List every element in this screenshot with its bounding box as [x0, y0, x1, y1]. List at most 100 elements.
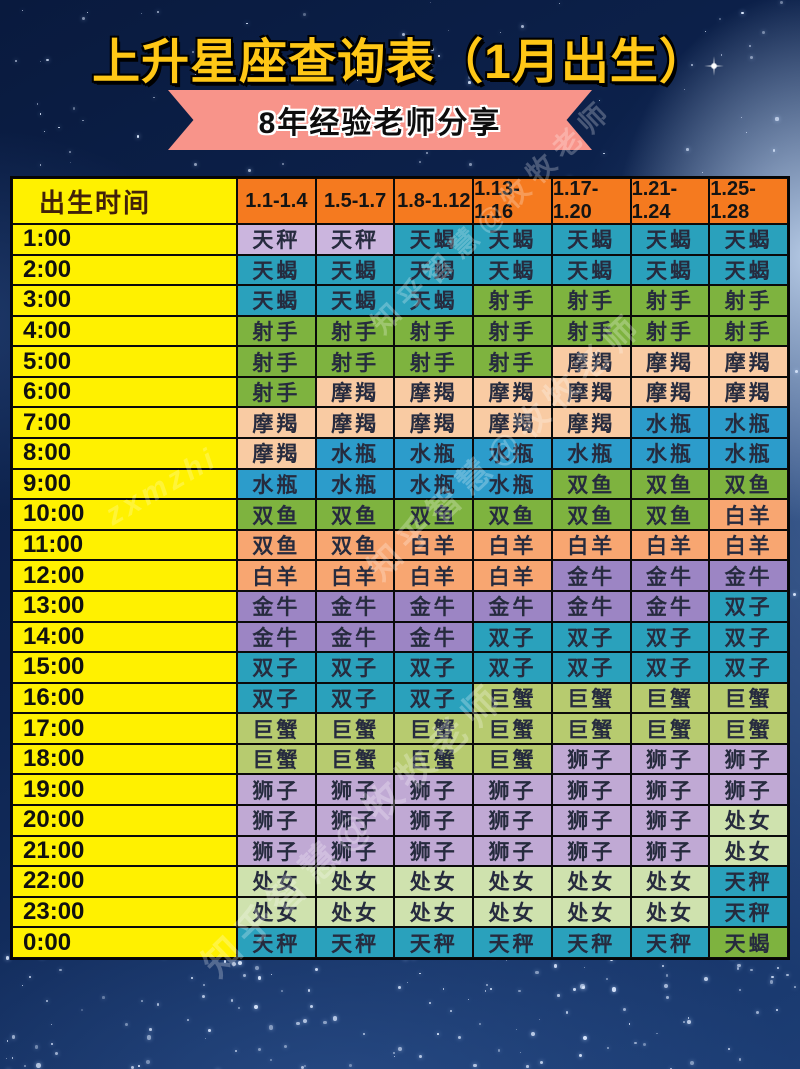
- star: [736, 967, 740, 970]
- star: [663, 983, 668, 989]
- zodiac-cell: 巨蟹: [237, 743, 316, 775]
- zodiac-cell: 双鱼: [237, 499, 316, 530]
- star: [666, 996, 669, 1000]
- zodiac-cell: 天秤: [709, 866, 789, 897]
- star: [486, 983, 489, 986]
- zodiac-cell-label: 双子: [252, 687, 301, 711]
- date-range-header-label: 1.8-1.12: [397, 189, 471, 212]
- date-range-header: 1.25-1.28: [709, 178, 789, 224]
- zodiac-cell: 双鱼: [237, 529, 316, 561]
- star: [21, 10, 23, 12]
- star: [69, 150, 72, 153]
- star: [301, 1065, 305, 1069]
- star: [39, 113, 41, 115]
- zodiac-cell-label: 天秤: [488, 932, 537, 956]
- star: [204, 1038, 206, 1040]
- star: [21, 985, 24, 987]
- zodiac-cell: 射手: [630, 285, 710, 316]
- zodiac-cell: 巨蟹: [709, 713, 789, 744]
- star: [408, 41, 411, 44]
- star: [795, 370, 799, 374]
- time-cell: 20:00: [12, 804, 237, 836]
- zodiac-cell: 双子: [709, 652, 789, 683]
- zodiac-cell-label: 双鱼: [645, 504, 694, 528]
- zodiac-cell-label: 天蝎: [724, 259, 773, 283]
- zodiac-cell-label: 射手: [645, 321, 694, 345]
- zodiac-cell-label: 金牛: [645, 565, 694, 589]
- star: [603, 152, 605, 155]
- zodiac-cell-label: 天秤: [724, 871, 773, 895]
- zodiac-cell: 狮子: [551, 835, 631, 867]
- zodiac-cell-label: 狮子: [488, 810, 537, 834]
- zodiac-cell: 摩羯: [473, 407, 552, 439]
- zodiac-cell: 处女: [551, 896, 631, 928]
- zodiac-cell-label: 天秤: [331, 932, 380, 956]
- zodiac-cell-label: 金牛: [331, 626, 380, 650]
- zodiac-cell-label: 双鱼: [252, 535, 301, 559]
- zodiac-cell: 巨蟹: [630, 682, 710, 714]
- zodiac-cell-label: 处女: [567, 871, 616, 895]
- star: [558, 2, 560, 4]
- star: [429, 1002, 432, 1005]
- star: [634, 1041, 637, 1044]
- table-header-row: 出生时间 1.1-1.4 1.5-1.7 1.8-1.12 1.13-1.16 1.17-…: [12, 178, 789, 224]
- star: [268, 1025, 274, 1030]
- zodiac-cell-label: 巨蟹: [331, 718, 380, 742]
- zodiac-cell-label: 狮子: [252, 840, 301, 864]
- zodiac-cell: 天蝎: [315, 254, 395, 286]
- table-row: 8:00 摩羯 水瓶 水瓶 水瓶 水瓶 水瓶 水瓶: [12, 438, 789, 469]
- star: [794, 986, 796, 988]
- star: [704, 30, 706, 32]
- zodiac-cell: 处女: [630, 866, 710, 897]
- time-cell-label: 16:00: [23, 683, 85, 711]
- star: [573, 988, 576, 991]
- star: [407, 981, 409, 983]
- star: [5, 956, 9, 960]
- date-range-header: 1.1-1.4: [237, 178, 316, 224]
- star: [418, 1054, 422, 1058]
- zodiac-cell-label: 摩羯: [724, 382, 773, 406]
- star: [738, 1058, 742, 1061]
- star: [102, 996, 105, 999]
- star: [518, 989, 521, 993]
- star: [458, 1036, 462, 1040]
- zodiac-cell-label: 巨蟹: [252, 718, 301, 742]
- zodiac-cell: 白羊: [630, 529, 710, 561]
- star: [201, 994, 206, 999]
- zodiac-cell: 天秤: [237, 224, 316, 255]
- zodiac-cell: 摩羯: [709, 376, 789, 408]
- zodiac-cell-label: 双子: [409, 687, 458, 711]
- zodiac-cell: 巨蟹: [394, 713, 474, 744]
- star: [623, 1007, 627, 1011]
- zodiac-cell-label: 水瓶: [488, 443, 537, 467]
- zodiac-cell-label: 水瓶: [331, 473, 380, 497]
- star: [45, 999, 49, 1003]
- star: [270, 974, 273, 976]
- star: [506, 959, 508, 961]
- time-cell-label: 1:00: [23, 225, 72, 253]
- star: [786, 973, 790, 977]
- zodiac-cell: 双子: [315, 652, 395, 683]
- zodiac-cell: 白羊: [709, 529, 789, 561]
- zodiac-cell-label: 水瓶: [409, 473, 458, 497]
- zodiac-cell-label: 狮子: [567, 810, 616, 834]
- star: [719, 18, 722, 21]
- time-cell-label: 10:00: [23, 500, 85, 528]
- star: [401, 32, 405, 36]
- zodiac-cell-label: 天蝎: [724, 229, 773, 253]
- zodiac-cell: 双子: [473, 652, 552, 683]
- zodiac-cell-label: 巨蟹: [488, 687, 537, 711]
- zodiac-cell-label: 处女: [488, 871, 537, 895]
- zodiac-cell: 射手: [237, 346, 316, 377]
- star: [748, 45, 751, 48]
- zodiac-cell-label: 天蝎: [252, 259, 301, 283]
- zodiac-cell: 双鱼: [315, 529, 395, 561]
- zodiac-cell-label: 双子: [724, 657, 773, 681]
- zodiac-cell: 水瓶: [630, 407, 710, 439]
- zodiac-cell: 金牛: [709, 560, 789, 591]
- zodiac-cell-label: 射手: [409, 321, 458, 345]
- star: [418, 160, 421, 163]
- zodiac-cell: 水瓶: [709, 438, 789, 469]
- star: [146, 1035, 152, 1040]
- zodiac-cell-label: 处女: [724, 840, 773, 864]
